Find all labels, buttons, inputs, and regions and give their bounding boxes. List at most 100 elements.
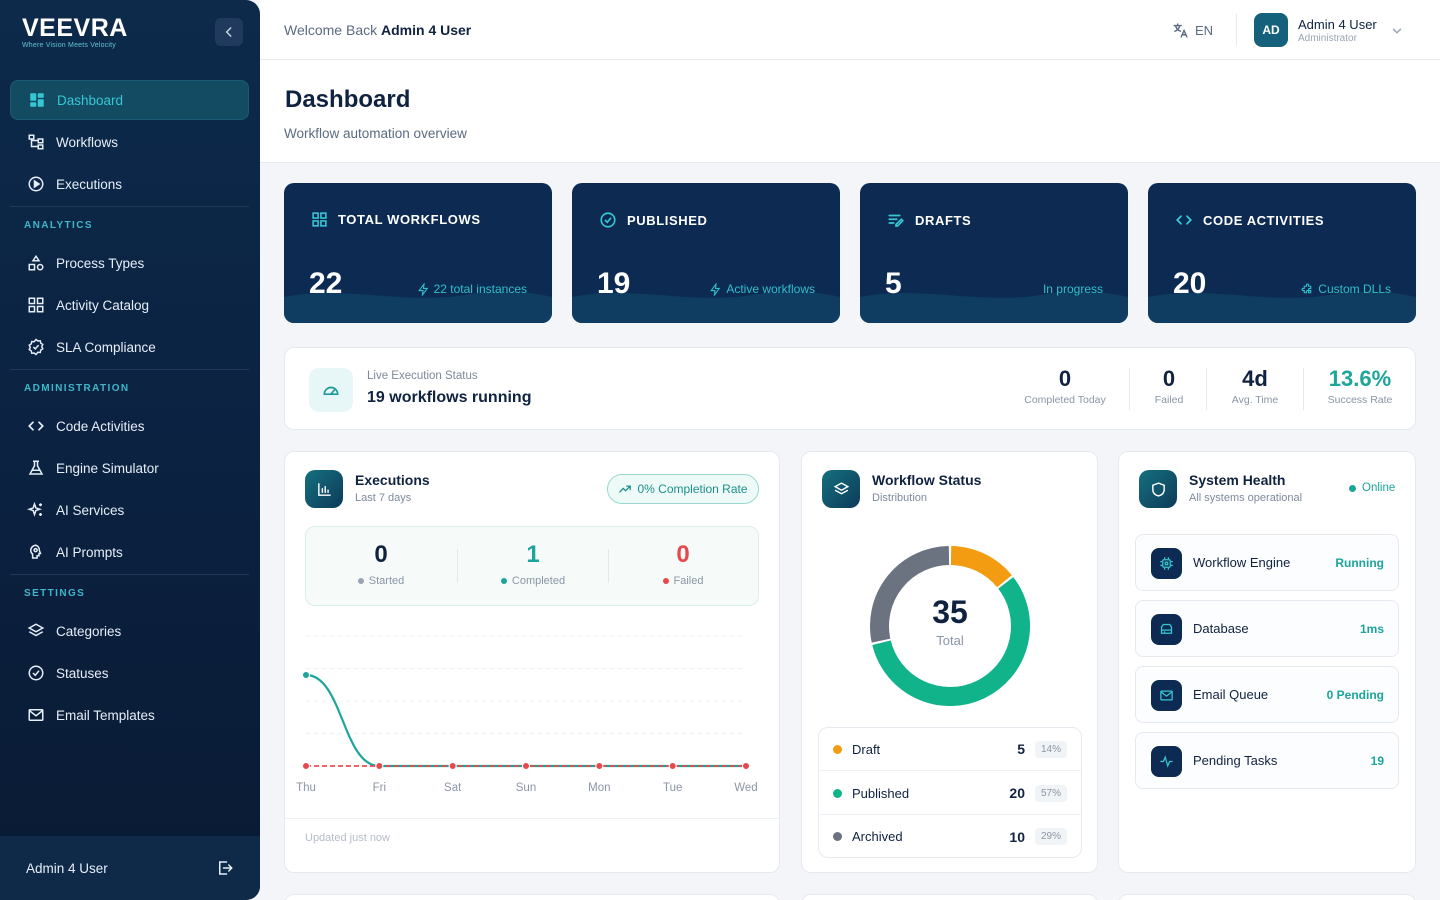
- logout-icon[interactable]: [216, 859, 234, 877]
- health-status: 0 Pending: [1326, 688, 1384, 702]
- data-point-completed: [302, 671, 310, 679]
- ai-prompt-icon: [29, 544, 42, 559]
- brand-logo[interactable]: VEEVRA Where Vision Meets Velocity: [22, 14, 128, 49]
- data-point-failed: [742, 762, 750, 770]
- legend-name: Draft: [852, 741, 881, 757]
- sidebar-item-dashboard[interactable]: Dashboard: [10, 80, 249, 120]
- stat-header: DRAFTS: [887, 211, 971, 229]
- puzzle-icon: [1301, 283, 1312, 293]
- stat-card-total-workflows[interactable]: TOTAL WORKFLOWS 22 22 total instances: [284, 183, 552, 323]
- bolt-icon: [710, 282, 721, 296]
- legend-name: Published: [852, 785, 910, 801]
- legend-row-archived[interactable]: Archived 10 29%: [819, 815, 1081, 858]
- brand-name: VEEVRA: [22, 14, 128, 42]
- stat-header: PUBLISHED: [599, 211, 708, 229]
- health-row-workflow-engine[interactable]: Workflow Engine Running: [1135, 534, 1399, 591]
- stat-note-text: Custom DLLs: [1318, 282, 1391, 296]
- sidebar-item-label: SLA Compliance: [56, 339, 156, 355]
- activity-icon: [1160, 755, 1173, 768]
- summary-label: Completed: [458, 575, 608, 587]
- workflow-status-donut: [870, 546, 1030, 706]
- legend-swatch: [833, 788, 842, 798]
- status-badge: Online: [1349, 482, 1395, 494]
- language-code: EN: [1195, 23, 1214, 38]
- sidebar-item-code-activities[interactable]: Code Activities: [10, 406, 249, 446]
- stat-title: DRAFTS: [915, 212, 972, 228]
- stat-note: 22 total instances: [417, 282, 527, 296]
- health-row-database[interactable]: Database 1ms: [1135, 600, 1399, 657]
- summary-started: 0 Started: [306, 541, 456, 587]
- health-row-pending-tasks[interactable]: Pending Tasks 19: [1135, 732, 1399, 789]
- stat-value: 22: [309, 267, 343, 300]
- legend-percent: 14%: [1034, 740, 1067, 758]
- legend-row-draft[interactable]: Draft 5 14%: [819, 728, 1081, 771]
- sidebar-item-workflows[interactable]: Workflows: [10, 122, 249, 162]
- sidebar-divider: [10, 369, 249, 370]
- sidebar-item-activity-catalog[interactable]: Activity Catalog: [10, 285, 249, 325]
- sidebar-item-categories[interactable]: Categories: [10, 611, 249, 651]
- sidebar-item-email-templates[interactable]: Email Templates: [10, 695, 249, 735]
- collapse-sidebar-button[interactable]: [215, 18, 243, 46]
- metric-label: Failed: [1154, 394, 1184, 406]
- stat-card-drafts[interactable]: DRAFTS 5 In progress: [860, 183, 1128, 323]
- sidebar-item-sla-compliance[interactable]: SLA Compliance: [10, 327, 249, 367]
- trending-up-icon: [619, 485, 632, 493]
- sidebar-item-statuses[interactable]: Statuses: [10, 653, 249, 693]
- executions-panel: Executions Last 7 days 0% Completion Rat…: [284, 451, 780, 873]
- sidebar-item-engine-simulator[interactable]: Engine Simulator: [10, 448, 249, 488]
- sidebar-item-executions[interactable]: Executions: [10, 164, 249, 204]
- translate-icon: [1173, 23, 1188, 38]
- legend-row-published[interactable]: Published 20 57%: [819, 772, 1081, 815]
- x-tick-label: Wed: [734, 782, 757, 794]
- status-dot: [662, 578, 669, 584]
- next-panel-edge: [284, 894, 780, 900]
- page-header: Dashboard Workflow automation overview: [260, 60, 1440, 163]
- donut-slice-published: [872, 577, 1030, 706]
- legend-count: 5: [1017, 741, 1025, 757]
- status-dot: [500, 578, 507, 584]
- user-name[interactable]: Admin 4 User: [1298, 17, 1377, 32]
- executions-icon-box: [305, 470, 343, 508]
- live-execution-card: Live Execution Status 19 workflows runni…: [284, 347, 1416, 430]
- stat-card-code-activities[interactable]: CODE ACTIVITIES 20 Custom DLLs: [1148, 183, 1416, 323]
- health-name: Database: [1193, 621, 1249, 636]
- cpu-icon: [1160, 557, 1173, 570]
- chevron-down-icon[interactable]: [1390, 24, 1404, 38]
- system-health-title: System Health: [1189, 472, 1286, 488]
- status-legend: Draft 5 14% Published 20 57% Archived 10…: [818, 727, 1082, 858]
- language-switcher[interactable]: EN: [1172, 22, 1213, 39]
- sidebar-item-process-types[interactable]: Process Types: [10, 243, 249, 283]
- workflow-icon: [28, 134, 44, 150]
- welcome-prefix: Welcome Back: [284, 22, 378, 38]
- page-title: Dashboard: [285, 86, 411, 113]
- metric-divider: [1206, 368, 1207, 410]
- system-health-panel: System Health All systems operational On…: [1118, 451, 1416, 873]
- edit-list-icon: [888, 214, 904, 227]
- next-panel-edge: [801, 894, 1098, 900]
- sidebar-item-ai-prompts[interactable]: AI Prompts: [10, 532, 249, 572]
- sidebar-item-label: AI Prompts: [56, 544, 123, 560]
- summary-divider: [608, 549, 609, 583]
- avatar[interactable]: AD: [1254, 13, 1288, 47]
- wave-decoration: [860, 291, 1128, 323]
- data-point-failed: [522, 762, 530, 770]
- sidebar-item-label: Categories: [56, 623, 122, 639]
- sidebar: VEEVRA Where Vision Meets Velocity Dashb…: [0, 0, 260, 900]
- system-health-icon-box: [1139, 470, 1177, 508]
- health-icon-box: [1151, 746, 1182, 777]
- sidebar-item-ai-services[interactable]: AI Services: [10, 490, 249, 530]
- completion-rate-badge[interactable]: 0% Completion Rate: [607, 474, 759, 504]
- workflow-status-icon-box: [822, 470, 860, 508]
- health-row-email-queue[interactable]: Email Queue 0 Pending: [1135, 666, 1399, 723]
- user-role: Administrator: [1298, 33, 1357, 44]
- header-divider: [1236, 14, 1237, 46]
- mail-icon: [1160, 690, 1173, 701]
- live-icon-box: [309, 368, 353, 412]
- summary-label-text: Started: [368, 575, 405, 587]
- shapes-icon: [28, 254, 44, 271]
- data-point-failed: [668, 762, 677, 770]
- mail-icon: [28, 709, 44, 721]
- stat-title: CODE ACTIVITIES: [1203, 212, 1325, 228]
- live-label: Live Execution Status: [367, 370, 478, 382]
- stat-card-published[interactable]: PUBLISHED 19 Active workflows: [572, 183, 840, 323]
